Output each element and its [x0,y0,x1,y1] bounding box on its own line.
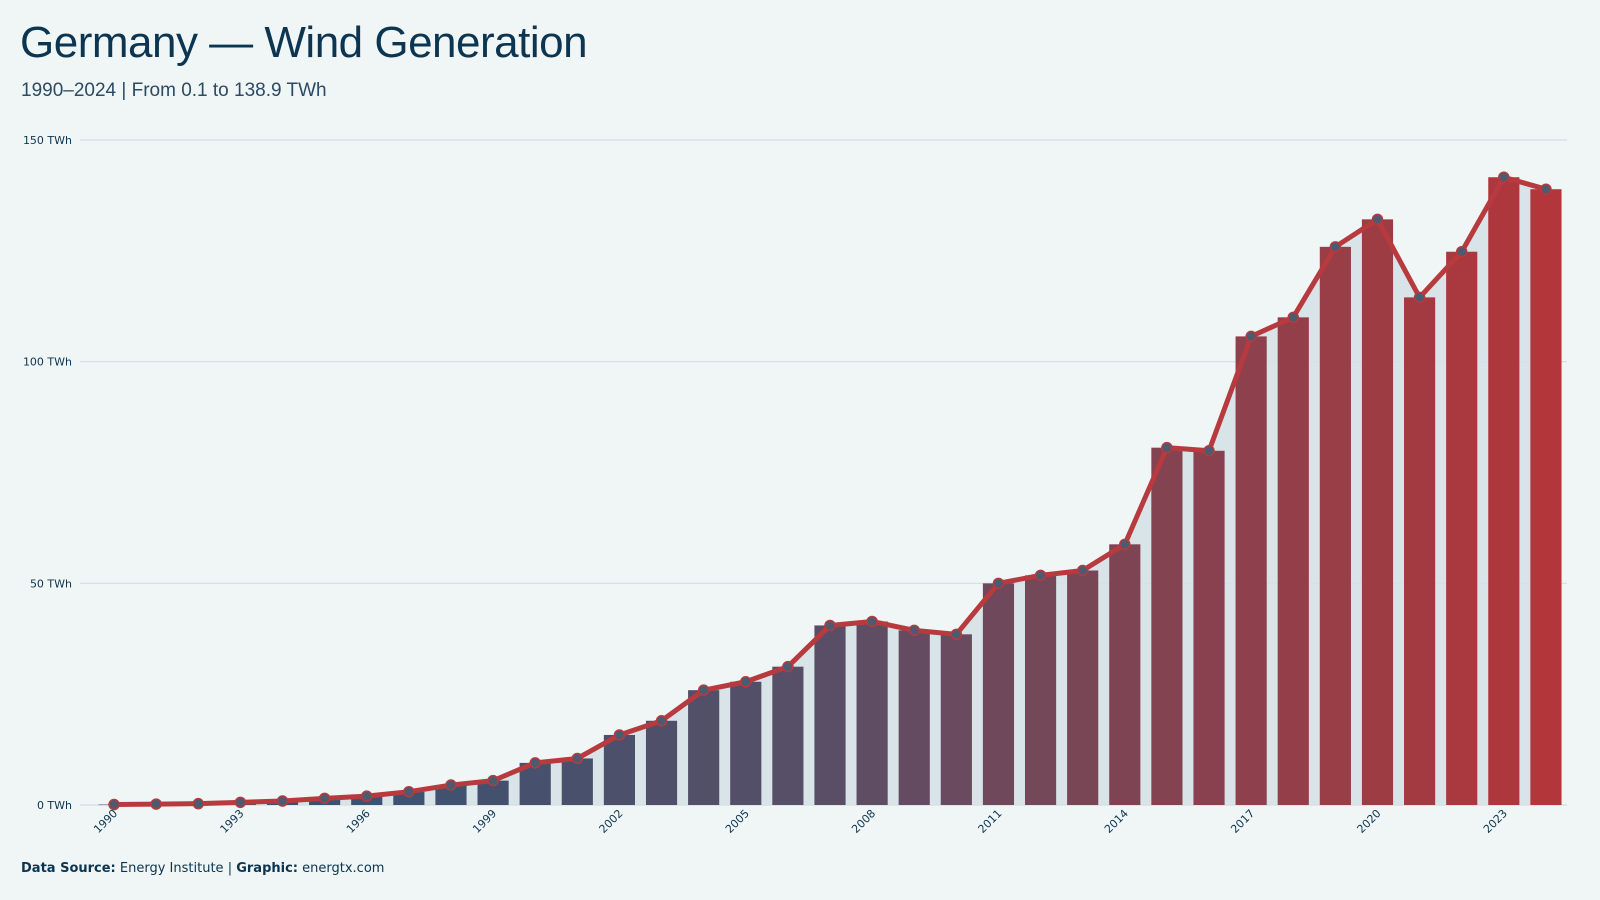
line-marker [192,797,205,810]
line-marker [403,785,415,798]
x-tick-label: 2005 [723,807,752,836]
y-axis-ticks: 0 TWh 50 TWh 100 TWh 150 TWh [23,134,72,812]
source-label: Data Source: [21,861,116,876]
line-marker [445,779,457,791]
line-marker [655,715,668,727]
area-fill [114,177,1546,806]
bars [98,177,1562,806]
x-tick-label: 2014 [1102,807,1131,836]
area-path [114,177,1546,806]
graphic-value: energtx.com [302,861,385,876]
bar [856,621,888,805]
bar [1277,317,1309,805]
bar [772,666,804,805]
x-tick-label: 2020 [1355,807,1384,836]
line-marker [360,790,373,802]
source-value: Energy Institute [119,861,224,876]
bar [940,634,972,805]
x-tick-label: 2017 [1228,807,1257,836]
line-marker [782,660,794,673]
line-marker [1034,569,1047,582]
bar [1151,447,1183,805]
line-marker [234,796,247,809]
line-marker [740,676,752,688]
bar [561,758,593,805]
chart-title: Germany — Wind Generation [20,18,588,67]
bar [1488,177,1520,806]
line-marker [1329,241,1342,253]
graphic-label: Graphic: [236,861,298,876]
bar [1361,219,1394,805]
line-marker [1161,441,1173,454]
bar [645,720,678,805]
x-tick-label: 2002 [597,807,626,836]
y-tick-label: 100 TWh [23,356,72,369]
line-marker [1540,183,1552,195]
line-marker [950,628,963,641]
bar [730,681,762,805]
x-tick-label: 2011 [976,807,1005,836]
chart-subtitle: 1990–2024 | From 0.1 to 138.9 TWh [21,80,327,101]
bar [1024,575,1057,805]
bar [1530,189,1562,805]
line-marker [697,684,710,696]
line-marker [908,624,920,637]
y-tick-label: 150 TWh [23,134,72,147]
line-marker [824,619,836,632]
line-marker [1245,330,1257,343]
line-marker [318,792,331,805]
bar [435,785,467,805]
line-marker [571,752,584,765]
line-markers [108,171,1552,811]
x-tick-label: 2008 [849,807,878,836]
footer-separator: | [227,861,233,876]
line-marker [150,798,162,810]
line-marker [1287,311,1300,324]
bar [982,583,1015,805]
line-marker [276,795,289,807]
line-marker [1203,445,1215,457]
x-tick-label: 1996 [344,807,373,836]
y-tick-label: 0 TWh [37,799,72,812]
x-tick-label: 2023 [1481,807,1510,836]
x-tick-label: 1993 [218,807,247,836]
bar [1235,336,1267,805]
y-tick-label: 50 TWh [30,577,72,590]
x-tick-label: 1990 [91,807,120,836]
bar [603,734,636,805]
line-marker [1076,564,1089,577]
line-marker [613,729,626,741]
line-marker [1413,291,1426,304]
bar [1193,450,1225,805]
line-marker [108,798,120,811]
bar [1319,246,1351,806]
line-marker [866,615,878,628]
bar [898,630,930,805]
line-marker [529,757,541,769]
chart-footer: Data Source: Energy Institute | Graphic:… [21,861,384,876]
line-marker [1498,171,1510,183]
bar [1067,570,1099,805]
line-marker [1119,538,1131,551]
bar [1446,251,1478,806]
line-marker [992,577,1005,590]
line-marker [487,774,499,787]
line-marker [1455,245,1468,258]
x-tick-label: 1999 [470,807,499,836]
line-marker [1371,213,1384,226]
bar [814,625,846,805]
bar [1109,544,1141,805]
x-axis-ticks: 1990 1993 1996 1999 2002 2005 2008 2011 2014 2017… [91,807,1510,836]
bar [1404,297,1436,805]
bar [688,690,720,805]
